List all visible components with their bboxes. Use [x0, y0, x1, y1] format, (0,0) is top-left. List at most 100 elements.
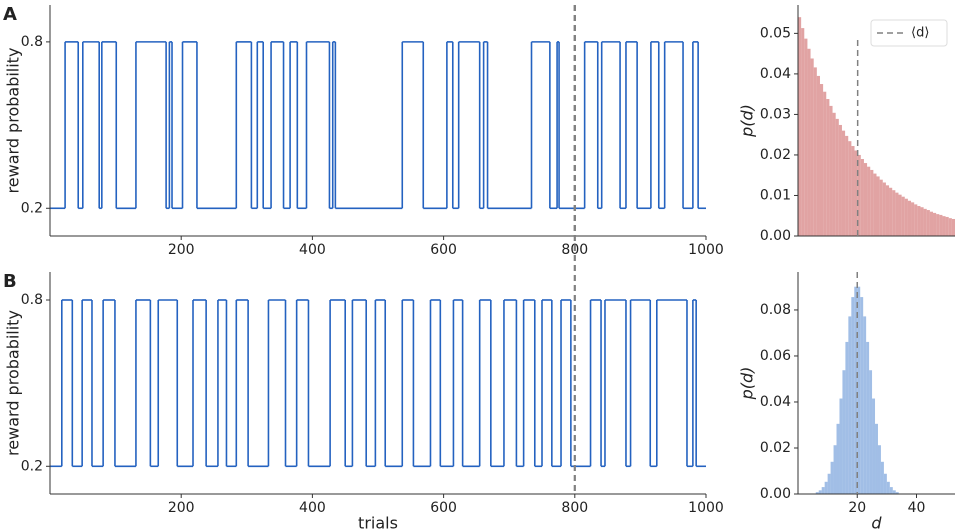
histogram-bar [836, 423, 840, 494]
histogram-bar [818, 490, 822, 494]
histogram-bar [845, 341, 849, 494]
histogram-bar [848, 316, 852, 494]
histogram-bar [870, 169, 874, 236]
histogram-bar [867, 166, 871, 236]
histogram-bar [824, 481, 828, 494]
x-tick-label: 800 [561, 500, 588, 516]
histogram-bar [923, 208, 927, 236]
histogram-bar [939, 214, 943, 236]
histogram-bar [869, 370, 873, 494]
histogram-bar [804, 38, 808, 236]
legend-box [870, 19, 948, 47]
histogram-bar [904, 198, 908, 236]
y-tick-label: 0.2 [21, 200, 43, 216]
histogram-bar [895, 492, 899, 494]
histogram-bar [863, 316, 867, 494]
histogram-bar [801, 28, 805, 236]
histogram-bar [920, 207, 924, 236]
y-tick-label: 0.04 [760, 394, 791, 410]
histogram-bar [898, 194, 902, 236]
histogram-bar [895, 192, 899, 236]
histogram-bar [798, 17, 802, 236]
histogram-bar [889, 487, 893, 494]
histogram-bar [839, 398, 843, 494]
legend-label: ⟨d⟩ [911, 26, 929, 41]
histogram-bar [860, 159, 864, 236]
histogram-bar [838, 124, 842, 236]
histogram-bar [907, 200, 912, 236]
histogram-bar [821, 487, 825, 494]
x-tick-label: 1000 [688, 242, 724, 258]
x-tick-label: 400 [299, 500, 326, 516]
histogram-bar [833, 445, 837, 494]
histogram-bar [911, 202, 915, 236]
y-axis-label: reward probability [4, 310, 23, 456]
histogram-bar [879, 179, 883, 236]
histogram-bar [901, 196, 905, 236]
histogram-bar [936, 214, 940, 236]
y-tick-label: 0.05 [760, 25, 791, 41]
histogram-bar [845, 135, 849, 236]
y-tick-label: 0.00 [760, 486, 791, 502]
y-tick-label: 0.08 [760, 302, 791, 318]
histogram-bar [848, 141, 852, 236]
histogram-bar [851, 297, 855, 494]
histogram-bar [876, 176, 880, 236]
histogram-bar [945, 216, 949, 236]
histogram-bar [815, 492, 819, 494]
histogram-bar [823, 91, 827, 236]
y-axis-label: p(d) [738, 367, 757, 401]
histogram-bar [914, 204, 918, 236]
y-tick-label: 0.02 [760, 147, 791, 163]
y-tick-label: 0.8 [21, 34, 43, 50]
histogram-bar [880, 461, 884, 494]
histogram-bar [877, 445, 881, 494]
histogram-bar [926, 210, 930, 236]
panel-label: A [3, 4, 17, 25]
histogram-bar [851, 146, 855, 236]
panel-label: B [3, 271, 17, 292]
histogram-bar [886, 481, 890, 494]
x-axis-label: trials [358, 514, 398, 532]
x-tick-label: 600 [430, 242, 457, 258]
y-tick-label: 0.04 [760, 66, 791, 82]
x-tick-label: 40 [908, 500, 926, 516]
y-axis-label: p(d) [738, 104, 757, 138]
histogram-bar [929, 211, 934, 236]
histogram-bar [933, 212, 937, 236]
x-tick-label: 600 [430, 500, 457, 516]
histogram-bar [883, 473, 887, 494]
histogram-bar [942, 216, 946, 236]
histogram-bar [829, 105, 833, 237]
histogram-bar [860, 297, 864, 494]
histogram-bar [948, 218, 952, 236]
histogram-bar [892, 190, 896, 236]
histogram-bar [827, 473, 831, 494]
histogram-bar [866, 341, 870, 494]
histogram-bar [810, 58, 814, 236]
histogram-bar [854, 150, 858, 236]
histogram-bar [813, 67, 817, 237]
histogram-bar [889, 187, 893, 236]
histogram-bar [951, 218, 955, 236]
histogram-bar [885, 185, 890, 236]
histogram-bar [875, 423, 878, 494]
histogram-bar [807, 48, 811, 237]
x-tick-label: 200 [168, 242, 195, 258]
histogram-bar [873, 173, 877, 236]
x-axis-label: d [871, 514, 882, 532]
histogram-bar [872, 398, 876, 494]
histogram-bar [857, 154, 861, 236]
histogram-bar [842, 370, 846, 494]
histogram-bar [882, 182, 886, 236]
histogram-bar [826, 99, 830, 236]
y-tick-label: 0.8 [21, 292, 43, 308]
histogram-bar [832, 112, 836, 236]
histogram-bar [854, 286, 858, 494]
y-axis-label: reward probability [4, 48, 23, 194]
histogram-bar [917, 206, 921, 236]
histogram-bar [835, 118, 839, 236]
histogram-bar [819, 84, 824, 237]
histogram-bar [841, 130, 846, 236]
